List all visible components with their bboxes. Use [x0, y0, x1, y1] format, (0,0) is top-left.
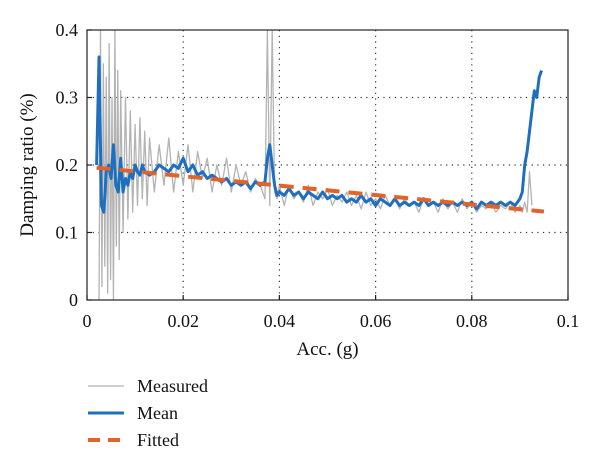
series-fitted-line	[96, 165, 545, 214]
y-tick-label-3: 0.3	[56, 88, 79, 108]
x-axis-title: Acc. (g)	[296, 339, 358, 360]
series-mean-line	[95, 55, 543, 214]
x-tick-label-5: 0.1	[557, 311, 580, 331]
legend-label-mean: Mean	[137, 403, 178, 423]
y-tick-label-2: 0.2	[56, 155, 79, 175]
y-axis-title: Damping ratio (%)	[17, 93, 38, 237]
series-measured-line	[98, 30, 533, 300]
x-tick-label-1: 0.02	[167, 311, 199, 331]
grid-layer	[87, 30, 568, 300]
x-tick-label-3: 0.06	[360, 311, 392, 331]
y-tick-label-0: 0	[69, 290, 78, 310]
x-tick-label-2: 0.04	[264, 311, 296, 331]
legend: Measured Mean Fitted	[88, 376, 208, 450]
series-layer	[95, 30, 545, 300]
legend-label-fitted: Fitted	[137, 430, 179, 450]
tick-layer: 0 0.02 0.04 0.06 0.08 0.1 0 0.1 0.2 0.3 0.4	[56, 20, 580, 331]
x-tick-label-4: 0.08	[456, 311, 488, 331]
legend-label-measured: Measured	[137, 376, 208, 396]
y-tick-label-4: 0.4	[56, 20, 79, 40]
x-tick-label-0: 0	[83, 311, 92, 331]
y-tick-label-1: 0.1	[56, 223, 79, 243]
